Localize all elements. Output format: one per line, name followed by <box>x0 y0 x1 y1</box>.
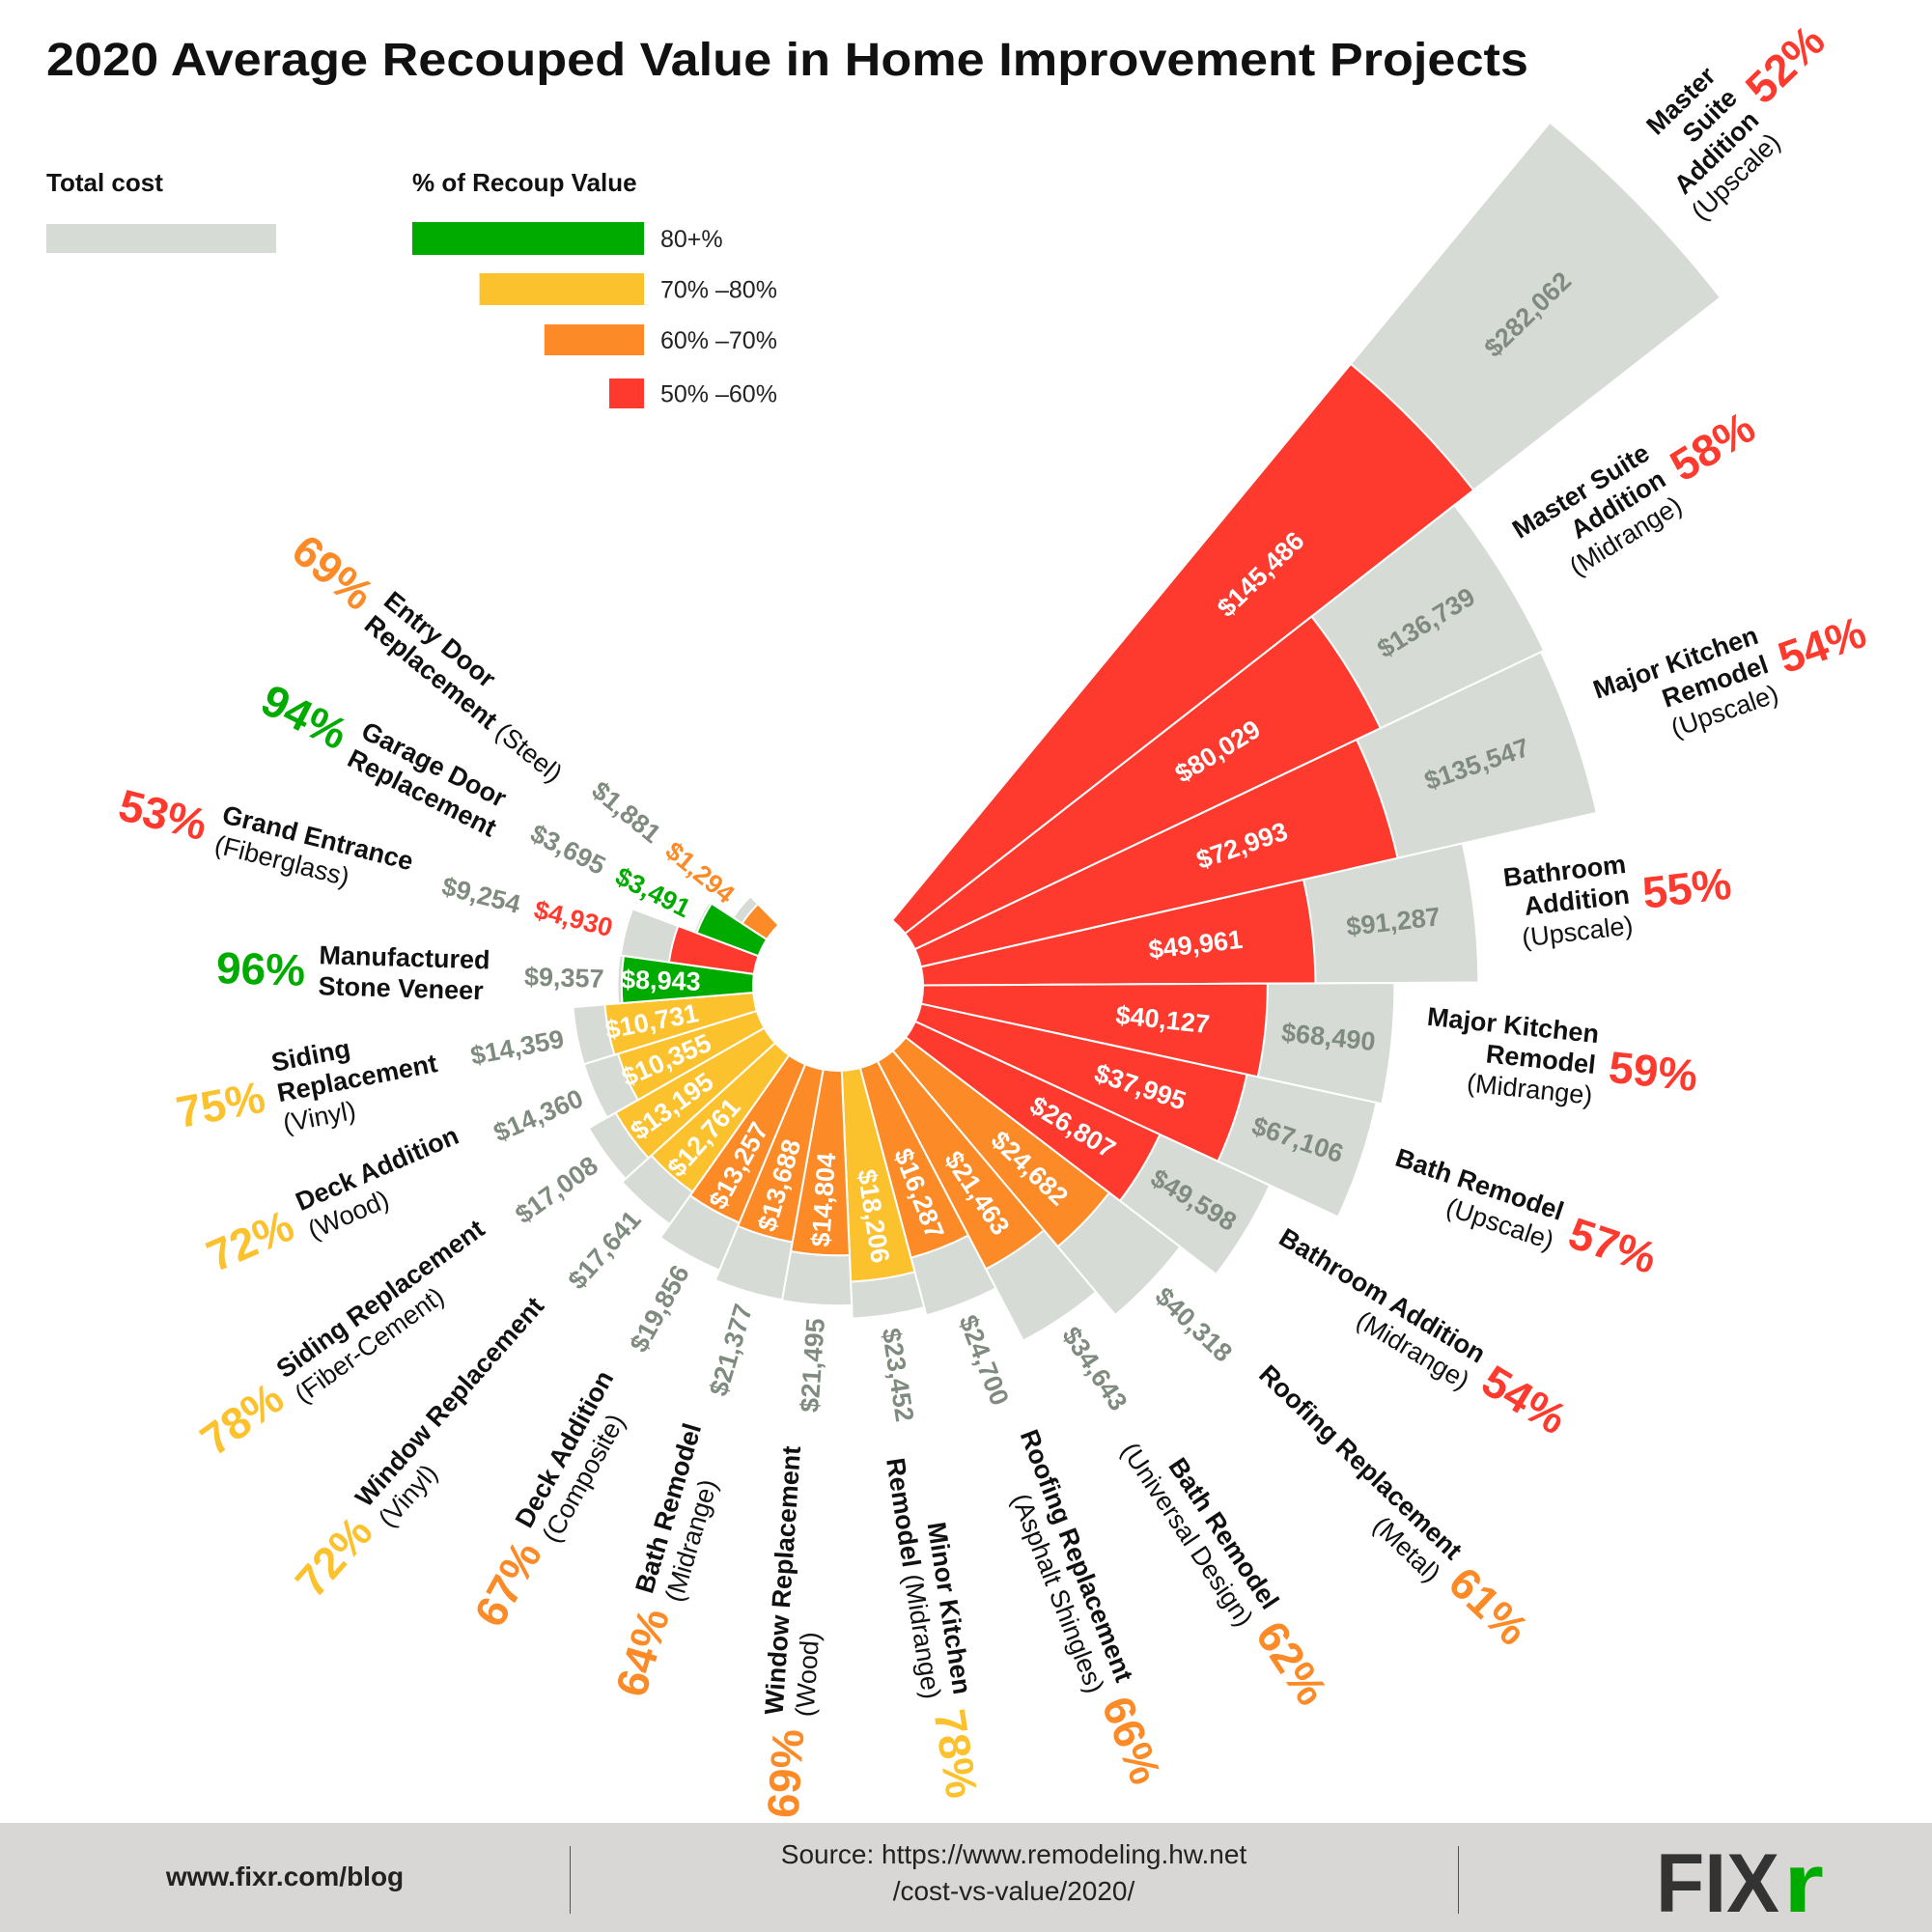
recoup-percent: 66% <box>1092 1690 1171 1791</box>
project-name-line: (Wood) <box>790 1631 825 1718</box>
recoup-percent: 54% <box>1772 606 1872 683</box>
project-name-line: Roofing Replacement <box>1253 1359 1468 1565</box>
total-cost-label: $1,881 <box>586 775 666 849</box>
recoup-percent: 94% <box>254 674 356 759</box>
total-cost-label: $40,318 <box>1150 1281 1238 1367</box>
total-cost-label: $34,643 <box>1056 1322 1133 1416</box>
center-hole <box>752 900 924 1072</box>
legend-recoup-label: % of Recoup Value <box>412 168 637 197</box>
footer-source-line2: /cost-vs-value/2020/ <box>892 1876 1135 1906</box>
project-label: Bath Remodel(Universal Design)62% <box>1115 1438 1337 1715</box>
recoup-percent: 96% <box>215 942 306 995</box>
total-cost-label: $3,695 <box>526 819 610 881</box>
recoup-percent: 78% <box>924 1706 987 1802</box>
recoup-percent: 69% <box>757 1727 813 1819</box>
legend-bands: 80+% 70% –80% 60% –70% 50% –60% <box>412 222 777 408</box>
total-cost-label: $17,008 <box>510 1151 603 1230</box>
total-cost-label: $21,495 <box>795 1317 829 1413</box>
recoup-percent: 64% <box>605 1603 679 1702</box>
recoup-percent: 61% <box>1440 1557 1539 1655</box>
recoup-percent: 62% <box>1246 1612 1337 1714</box>
footer-source-line1: Source: https://www.remodeling.hw.net <box>780 1839 1247 1869</box>
total-cost-label: $9,254 <box>439 872 523 919</box>
total-cost-label: $23,452 <box>877 1326 919 1423</box>
legend-swatch <box>412 222 644 255</box>
legend-band-label: 60% –70% <box>660 327 777 354</box>
footer-source: Source: https://www.remodeling.hw.net /c… <box>676 1836 1352 1910</box>
total-cost-label: $19,856 <box>624 1260 694 1357</box>
recoup-percent: 72% <box>286 1506 382 1606</box>
recoup-value-label: $14,804 <box>806 1152 841 1247</box>
recoup-percent: 57% <box>1562 1208 1663 1284</box>
total-cost-label: $9,357 <box>524 963 604 994</box>
legend-swatch <box>544 324 644 355</box>
project-label: Grand Entrance(Fiberglass)53% <box>114 779 416 891</box>
recoup-percent: 58% <box>1662 402 1764 491</box>
recoup-value-label: $4,930 <box>531 895 615 942</box>
legend-band-label: 80+% <box>660 226 723 253</box>
logo-main: FIX <box>1656 1844 1779 1921</box>
project-name-line: Siding Replacement <box>271 1214 490 1384</box>
total-cost-label: $14,360 <box>490 1083 587 1147</box>
total-cost-label: $24,700 <box>953 1311 1014 1410</box>
legend-swatch <box>479 273 644 305</box>
footer-divider <box>570 1846 571 1914</box>
footer-divider <box>1458 1846 1459 1914</box>
legend-total-cost-swatch <box>46 224 276 253</box>
logo-accent: r <box>1783 1844 1824 1921</box>
project-name-line: Manufactured <box>319 940 490 974</box>
total-cost-label: $17,641 <box>563 1205 647 1295</box>
legend-total-cost-label: Total cost <box>46 168 163 197</box>
recoup-percent: 59% <box>1607 1042 1700 1101</box>
project-label: Window Replacement(Wood)69% <box>757 1445 825 1820</box>
total-cost-label: $14,359 <box>468 1024 567 1071</box>
recoup-value-label: $8,943 <box>621 965 701 995</box>
footer: www.fixr.com/blog Source: https://www.re… <box>0 1823 1932 1932</box>
recoup-percent: 69% <box>283 524 383 620</box>
legend: Total cost % of Recoup Value 80+% 70% –80… <box>46 168 777 408</box>
project-label: Bath Remodel(Upscale) 57% <box>1392 1143 1664 1284</box>
fixr-logo: FIX r <box>1656 1844 1824 1921</box>
recoup-percent: 54% <box>1473 1355 1576 1443</box>
recoup-percent: 67% <box>464 1532 551 1635</box>
project-label: Deck Addition(Composite)67% <box>464 1366 630 1635</box>
project-label: Bath Remodel(Midrange)64% <box>605 1420 722 1702</box>
chart-bars <box>572 121 1722 1342</box>
recoup-percent: 78% <box>191 1372 293 1465</box>
recoup-percent: 53% <box>114 779 212 850</box>
page-title: 2020 Average Recouped Value in Home Impr… <box>46 35 1528 86</box>
recoup-percent: 75% <box>172 1072 268 1137</box>
recoup-percent: 72% <box>199 1200 300 1281</box>
legend-swatch <box>609 378 644 408</box>
total-cost-label: $21,377 <box>704 1301 758 1399</box>
footer-blog-link[interactable]: www.fixr.com/blog <box>165 1862 405 1891</box>
legend-band-label: 50% –60% <box>660 381 777 408</box>
recoup-percent: 52% <box>1736 15 1834 113</box>
recoup-percent: 55% <box>1639 858 1733 918</box>
project-name-line: Stone Veneer <box>318 971 484 1005</box>
legend-band-label: 70% –80% <box>660 277 777 304</box>
